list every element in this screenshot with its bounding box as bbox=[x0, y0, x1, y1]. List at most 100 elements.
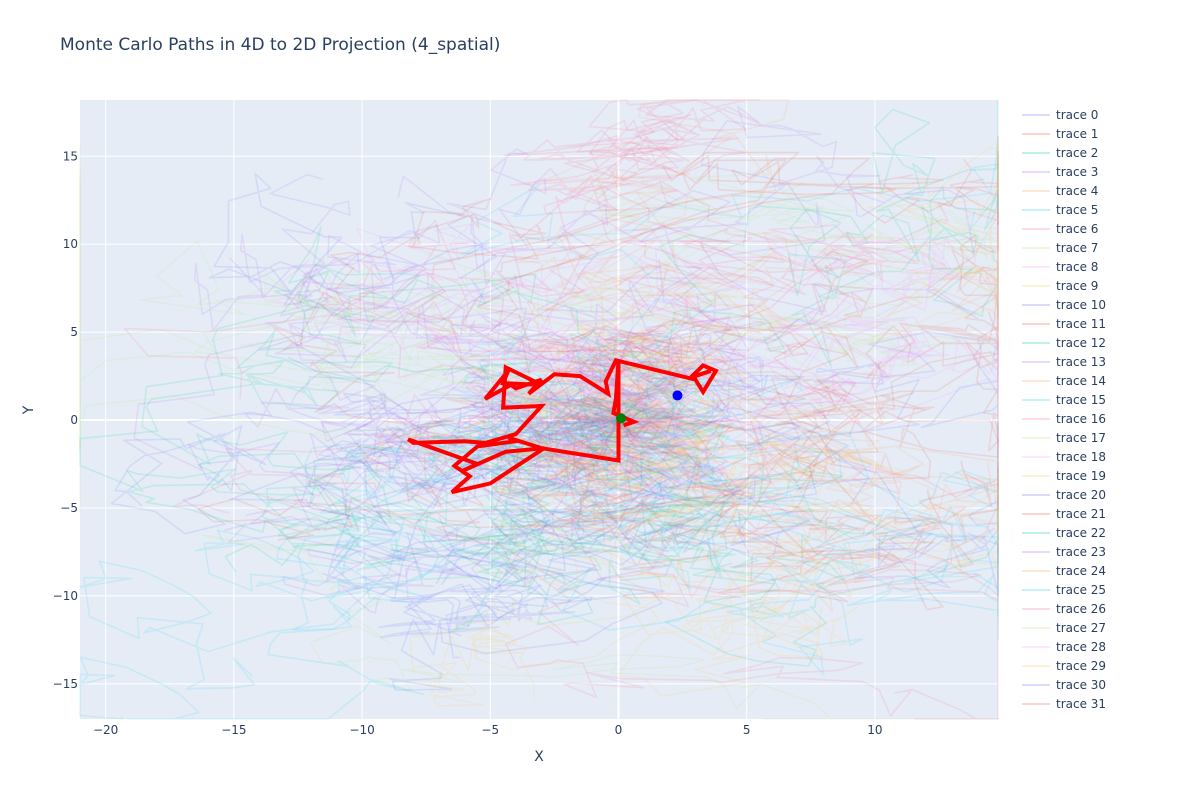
legend-item[interactable]: trace 20 bbox=[1022, 488, 1106, 502]
background-path bbox=[489, 170, 797, 425]
legend-item[interactable]: trace 5 bbox=[1022, 203, 1098, 217]
legend-item[interactable]: trace 3 bbox=[1022, 165, 1098, 179]
x-tick-label: −20 bbox=[93, 723, 118, 737]
legend-item[interactable]: trace 16 bbox=[1022, 412, 1106, 426]
legend-item[interactable]: trace 23 bbox=[1022, 545, 1106, 559]
background-path bbox=[239, 173, 679, 456]
background-path bbox=[79, 176, 691, 449]
chart-title: Monte Carlo Paths in 4D to 2D Projection… bbox=[60, 35, 500, 55]
legend-item[interactable]: trace 18 bbox=[1022, 450, 1106, 464]
background-path bbox=[434, 223, 956, 421]
end-point-marker bbox=[672, 390, 683, 401]
background-path bbox=[79, 145, 742, 453]
highlighted-path-layer bbox=[407, 357, 719, 495]
background-path bbox=[378, 382, 831, 483]
background-path bbox=[141, 226, 669, 532]
legend-item[interactable]: trace 27 bbox=[1022, 621, 1106, 635]
y-tick-label: 0 bbox=[70, 413, 78, 427]
legend-item[interactable]: trace 31 bbox=[1022, 697, 1106, 711]
legend-label: trace 15 bbox=[1056, 393, 1106, 407]
background-path bbox=[308, 371, 713, 510]
background-path bbox=[546, 330, 999, 474]
legend-item[interactable]: trace 13 bbox=[1022, 355, 1106, 369]
legend-item[interactable]: trace 0 bbox=[1022, 108, 1098, 122]
background-path bbox=[388, 327, 734, 691]
y-tick-label: −5 bbox=[60, 501, 78, 515]
background-path bbox=[476, 136, 999, 431]
tick-labels: −20 −15 −10 −5 0 5 10 −15 −10 −5 0 5 10 15 bbox=[53, 149, 883, 737]
legend-label: trace 22 bbox=[1056, 526, 1106, 540]
legend-item[interactable]: trace 14 bbox=[1022, 374, 1106, 388]
legend-label: trace 17 bbox=[1056, 431, 1106, 445]
legend-label: trace 4 bbox=[1056, 184, 1098, 198]
background-path bbox=[224, 360, 619, 614]
legend-item[interactable]: trace 4 bbox=[1022, 184, 1098, 198]
legend-label: trace 31 bbox=[1056, 697, 1106, 711]
background-path bbox=[278, 384, 889, 603]
legend-item[interactable]: trace 19 bbox=[1022, 469, 1106, 483]
legend-item[interactable]: trace 9 bbox=[1022, 279, 1098, 293]
legend-label: trace 21 bbox=[1056, 507, 1106, 521]
background-path bbox=[553, 398, 999, 568]
background-path bbox=[544, 264, 999, 427]
legend-item[interactable]: trace 6 bbox=[1022, 222, 1098, 236]
background-path bbox=[139, 240, 704, 459]
legend-label: trace 5 bbox=[1056, 203, 1098, 217]
legend-item[interactable]: trace 25 bbox=[1022, 583, 1106, 597]
background-path bbox=[618, 419, 999, 556]
background-path bbox=[601, 399, 997, 613]
legend-item[interactable]: trace 22 bbox=[1022, 526, 1106, 540]
x-tick-label: −15 bbox=[221, 723, 246, 737]
background-path bbox=[565, 392, 999, 564]
legend-label: trace 20 bbox=[1056, 488, 1106, 502]
background-path bbox=[197, 396, 829, 569]
background-path bbox=[244, 356, 750, 569]
background-path bbox=[603, 211, 999, 421]
legend-item[interactable]: trace 12 bbox=[1022, 336, 1106, 350]
legend-label: trace 2 bbox=[1056, 146, 1098, 160]
background-path bbox=[245, 388, 724, 578]
legend-item[interactable]: trace 11 bbox=[1022, 317, 1106, 331]
legend-item[interactable]: trace 15 bbox=[1022, 393, 1106, 407]
background-path bbox=[489, 158, 973, 473]
legend-label: trace 6 bbox=[1056, 222, 1098, 236]
legend-item[interactable]: trace 7 bbox=[1022, 241, 1098, 255]
background-path bbox=[79, 357, 675, 690]
legend-label: trace 9 bbox=[1056, 279, 1098, 293]
background-path bbox=[283, 257, 620, 465]
legend-item[interactable]: trace 21 bbox=[1022, 507, 1106, 521]
background-path bbox=[477, 333, 843, 591]
legend-label: trace 19 bbox=[1056, 469, 1106, 483]
background-path bbox=[446, 311, 999, 440]
y-axis-title: Y bbox=[21, 405, 37, 415]
background-path bbox=[451, 163, 999, 474]
legend-label: trace 7 bbox=[1056, 241, 1098, 255]
background-path bbox=[354, 356, 632, 639]
legend-item[interactable]: trace 2 bbox=[1022, 146, 1098, 160]
legend-item[interactable]: trace 26 bbox=[1022, 602, 1106, 616]
background-path bbox=[79, 329, 652, 547]
legend-item[interactable]: trace 29 bbox=[1022, 659, 1106, 673]
legend-item[interactable]: trace 10 bbox=[1022, 298, 1106, 312]
legend-item[interactable]: trace 1 bbox=[1022, 127, 1098, 141]
legend-label: trace 18 bbox=[1056, 450, 1106, 464]
legend-item[interactable]: trace 8 bbox=[1022, 260, 1098, 274]
legend-item[interactable]: trace 28 bbox=[1022, 640, 1106, 654]
legend-item[interactable]: trace 17 bbox=[1022, 431, 1106, 445]
x-tick-label: −10 bbox=[349, 723, 374, 737]
legend-label: trace 26 bbox=[1056, 602, 1106, 616]
y-tick-label: −15 bbox=[53, 677, 78, 691]
background-path bbox=[541, 244, 999, 467]
background-path bbox=[590, 136, 999, 421]
legend-label: trace 11 bbox=[1056, 317, 1106, 331]
background-path bbox=[444, 114, 743, 421]
legend-label: trace 16 bbox=[1056, 412, 1106, 426]
background-path bbox=[578, 221, 999, 492]
legend-item[interactable]: trace 24 bbox=[1022, 564, 1106, 578]
legend-item[interactable]: trace 30 bbox=[1022, 678, 1106, 692]
legend-label: trace 1 bbox=[1056, 127, 1098, 141]
background-path bbox=[110, 348, 807, 535]
background-path bbox=[356, 227, 973, 470]
